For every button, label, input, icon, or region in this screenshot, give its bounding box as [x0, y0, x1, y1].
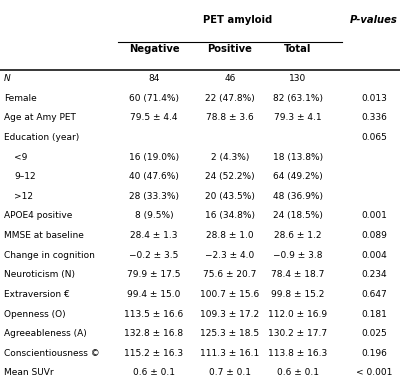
Text: 0.065: 0.065 [361, 133, 387, 142]
Text: −0.2 ± 3.5: −0.2 ± 3.5 [129, 251, 179, 260]
Text: Extraversion €: Extraversion € [4, 290, 70, 299]
Text: 0.025: 0.025 [361, 329, 387, 338]
Text: 16 (34.8%): 16 (34.8%) [205, 211, 255, 221]
Text: Neuroticism (N): Neuroticism (N) [4, 270, 75, 279]
Text: Conscientiousness ©: Conscientiousness © [4, 349, 100, 358]
Text: 111.3 ± 16.1: 111.3 ± 16.1 [200, 349, 260, 358]
Text: < 0.001: < 0.001 [356, 368, 392, 377]
Text: 22 (47.8%): 22 (47.8%) [205, 94, 255, 103]
Text: 99.8 ± 15.2: 99.8 ± 15.2 [271, 290, 325, 299]
Text: 24 (18.5%): 24 (18.5%) [273, 211, 323, 221]
Text: 82 (63.1%): 82 (63.1%) [273, 94, 323, 103]
Text: 60 (71.4%): 60 (71.4%) [129, 94, 179, 103]
Text: 0.6 ± 0.1: 0.6 ± 0.1 [277, 368, 319, 377]
Text: 113.5 ± 16.6: 113.5 ± 16.6 [124, 310, 184, 319]
Text: 0.6 ± 0.1: 0.6 ± 0.1 [133, 368, 175, 377]
Text: APOE4 positive: APOE4 positive [4, 211, 72, 221]
Text: 132.8 ± 16.8: 132.8 ± 16.8 [124, 329, 184, 338]
Text: −2.3 ± 4.0: −2.3 ± 4.0 [205, 251, 255, 260]
Text: 28.6 ± 1.2: 28.6 ± 1.2 [274, 231, 322, 240]
Text: 112.0 ± 16.9: 112.0 ± 16.9 [268, 310, 328, 319]
Text: P-values: P-values [350, 15, 398, 25]
Text: 0.013: 0.013 [361, 94, 387, 103]
Text: <9: <9 [14, 153, 27, 162]
Text: 75.6 ± 20.7: 75.6 ± 20.7 [203, 270, 257, 279]
Text: 0.234: 0.234 [361, 270, 387, 279]
Text: −0.9 ± 3.8: −0.9 ± 3.8 [273, 251, 323, 260]
Text: 0.196: 0.196 [361, 349, 387, 358]
Text: 24 (52.2%): 24 (52.2%) [205, 172, 255, 181]
Text: 100.7 ± 15.6: 100.7 ± 15.6 [200, 290, 260, 299]
Text: Negative: Negative [129, 44, 179, 54]
Text: 84: 84 [148, 74, 160, 83]
Text: 28 (33.3%): 28 (33.3%) [129, 192, 179, 201]
Text: 0.7 ± 0.1: 0.7 ± 0.1 [209, 368, 251, 377]
Text: 79.3 ± 4.1: 79.3 ± 4.1 [274, 113, 322, 123]
Text: Change in cognition: Change in cognition [4, 251, 95, 260]
Text: 78.4 ± 18.7: 78.4 ± 18.7 [271, 270, 325, 279]
Text: Openness (O): Openness (O) [4, 310, 66, 319]
Text: 9–12: 9–12 [14, 172, 36, 181]
Text: 40 (47.6%): 40 (47.6%) [129, 172, 179, 181]
Text: N: N [4, 74, 11, 83]
Text: 78.8 ± 3.6: 78.8 ± 3.6 [206, 113, 254, 123]
Text: 130: 130 [289, 74, 307, 83]
Text: 130.2 ± 17.7: 130.2 ± 17.7 [268, 329, 328, 338]
Text: 115.2 ± 16.3: 115.2 ± 16.3 [124, 349, 184, 358]
Text: Agreeableness (A): Agreeableness (A) [4, 329, 87, 338]
Text: 79.9 ± 17.5: 79.9 ± 17.5 [127, 270, 181, 279]
Text: 109.3 ± 17.2: 109.3 ± 17.2 [200, 310, 260, 319]
Text: 0.647: 0.647 [361, 290, 387, 299]
Text: Positive: Positive [208, 44, 252, 54]
Text: >12: >12 [14, 192, 33, 201]
Text: 99.4 ± 15.0: 99.4 ± 15.0 [127, 290, 181, 299]
Text: 46: 46 [224, 74, 236, 83]
Text: Total: Total [284, 44, 312, 54]
Text: 64 (49.2%): 64 (49.2%) [273, 172, 323, 181]
Text: 16 (19.0%): 16 (19.0%) [129, 153, 179, 162]
Text: 20 (43.5%): 20 (43.5%) [205, 192, 255, 201]
Text: 0.336: 0.336 [361, 113, 387, 123]
Text: 0.181: 0.181 [361, 310, 387, 319]
Text: 0.004: 0.004 [361, 251, 387, 260]
Text: PET amyloid: PET amyloid [203, 15, 273, 25]
Text: 48 (36.9%): 48 (36.9%) [273, 192, 323, 201]
Text: Age at Amy PET: Age at Amy PET [4, 113, 76, 123]
Text: MMSE at baseline: MMSE at baseline [4, 231, 84, 240]
Text: 113.8 ± 16.3: 113.8 ± 16.3 [268, 349, 328, 358]
Text: Education (year): Education (year) [4, 133, 79, 142]
Text: 18 (13.8%): 18 (13.8%) [273, 153, 323, 162]
Text: 28.4 ± 1.3: 28.4 ± 1.3 [130, 231, 178, 240]
Text: 2 (4.3%): 2 (4.3%) [211, 153, 249, 162]
Text: Female: Female [4, 94, 37, 103]
Text: Mean SUVr: Mean SUVr [4, 368, 54, 377]
Text: 125.3 ± 18.5: 125.3 ± 18.5 [200, 329, 260, 338]
Text: 0.001: 0.001 [361, 211, 387, 221]
Text: 79.5 ± 4.4: 79.5 ± 4.4 [130, 113, 178, 123]
Text: 8 (9.5%): 8 (9.5%) [135, 211, 173, 221]
Text: 28.8 ± 1.0: 28.8 ± 1.0 [206, 231, 254, 240]
Text: 0.089: 0.089 [361, 231, 387, 240]
